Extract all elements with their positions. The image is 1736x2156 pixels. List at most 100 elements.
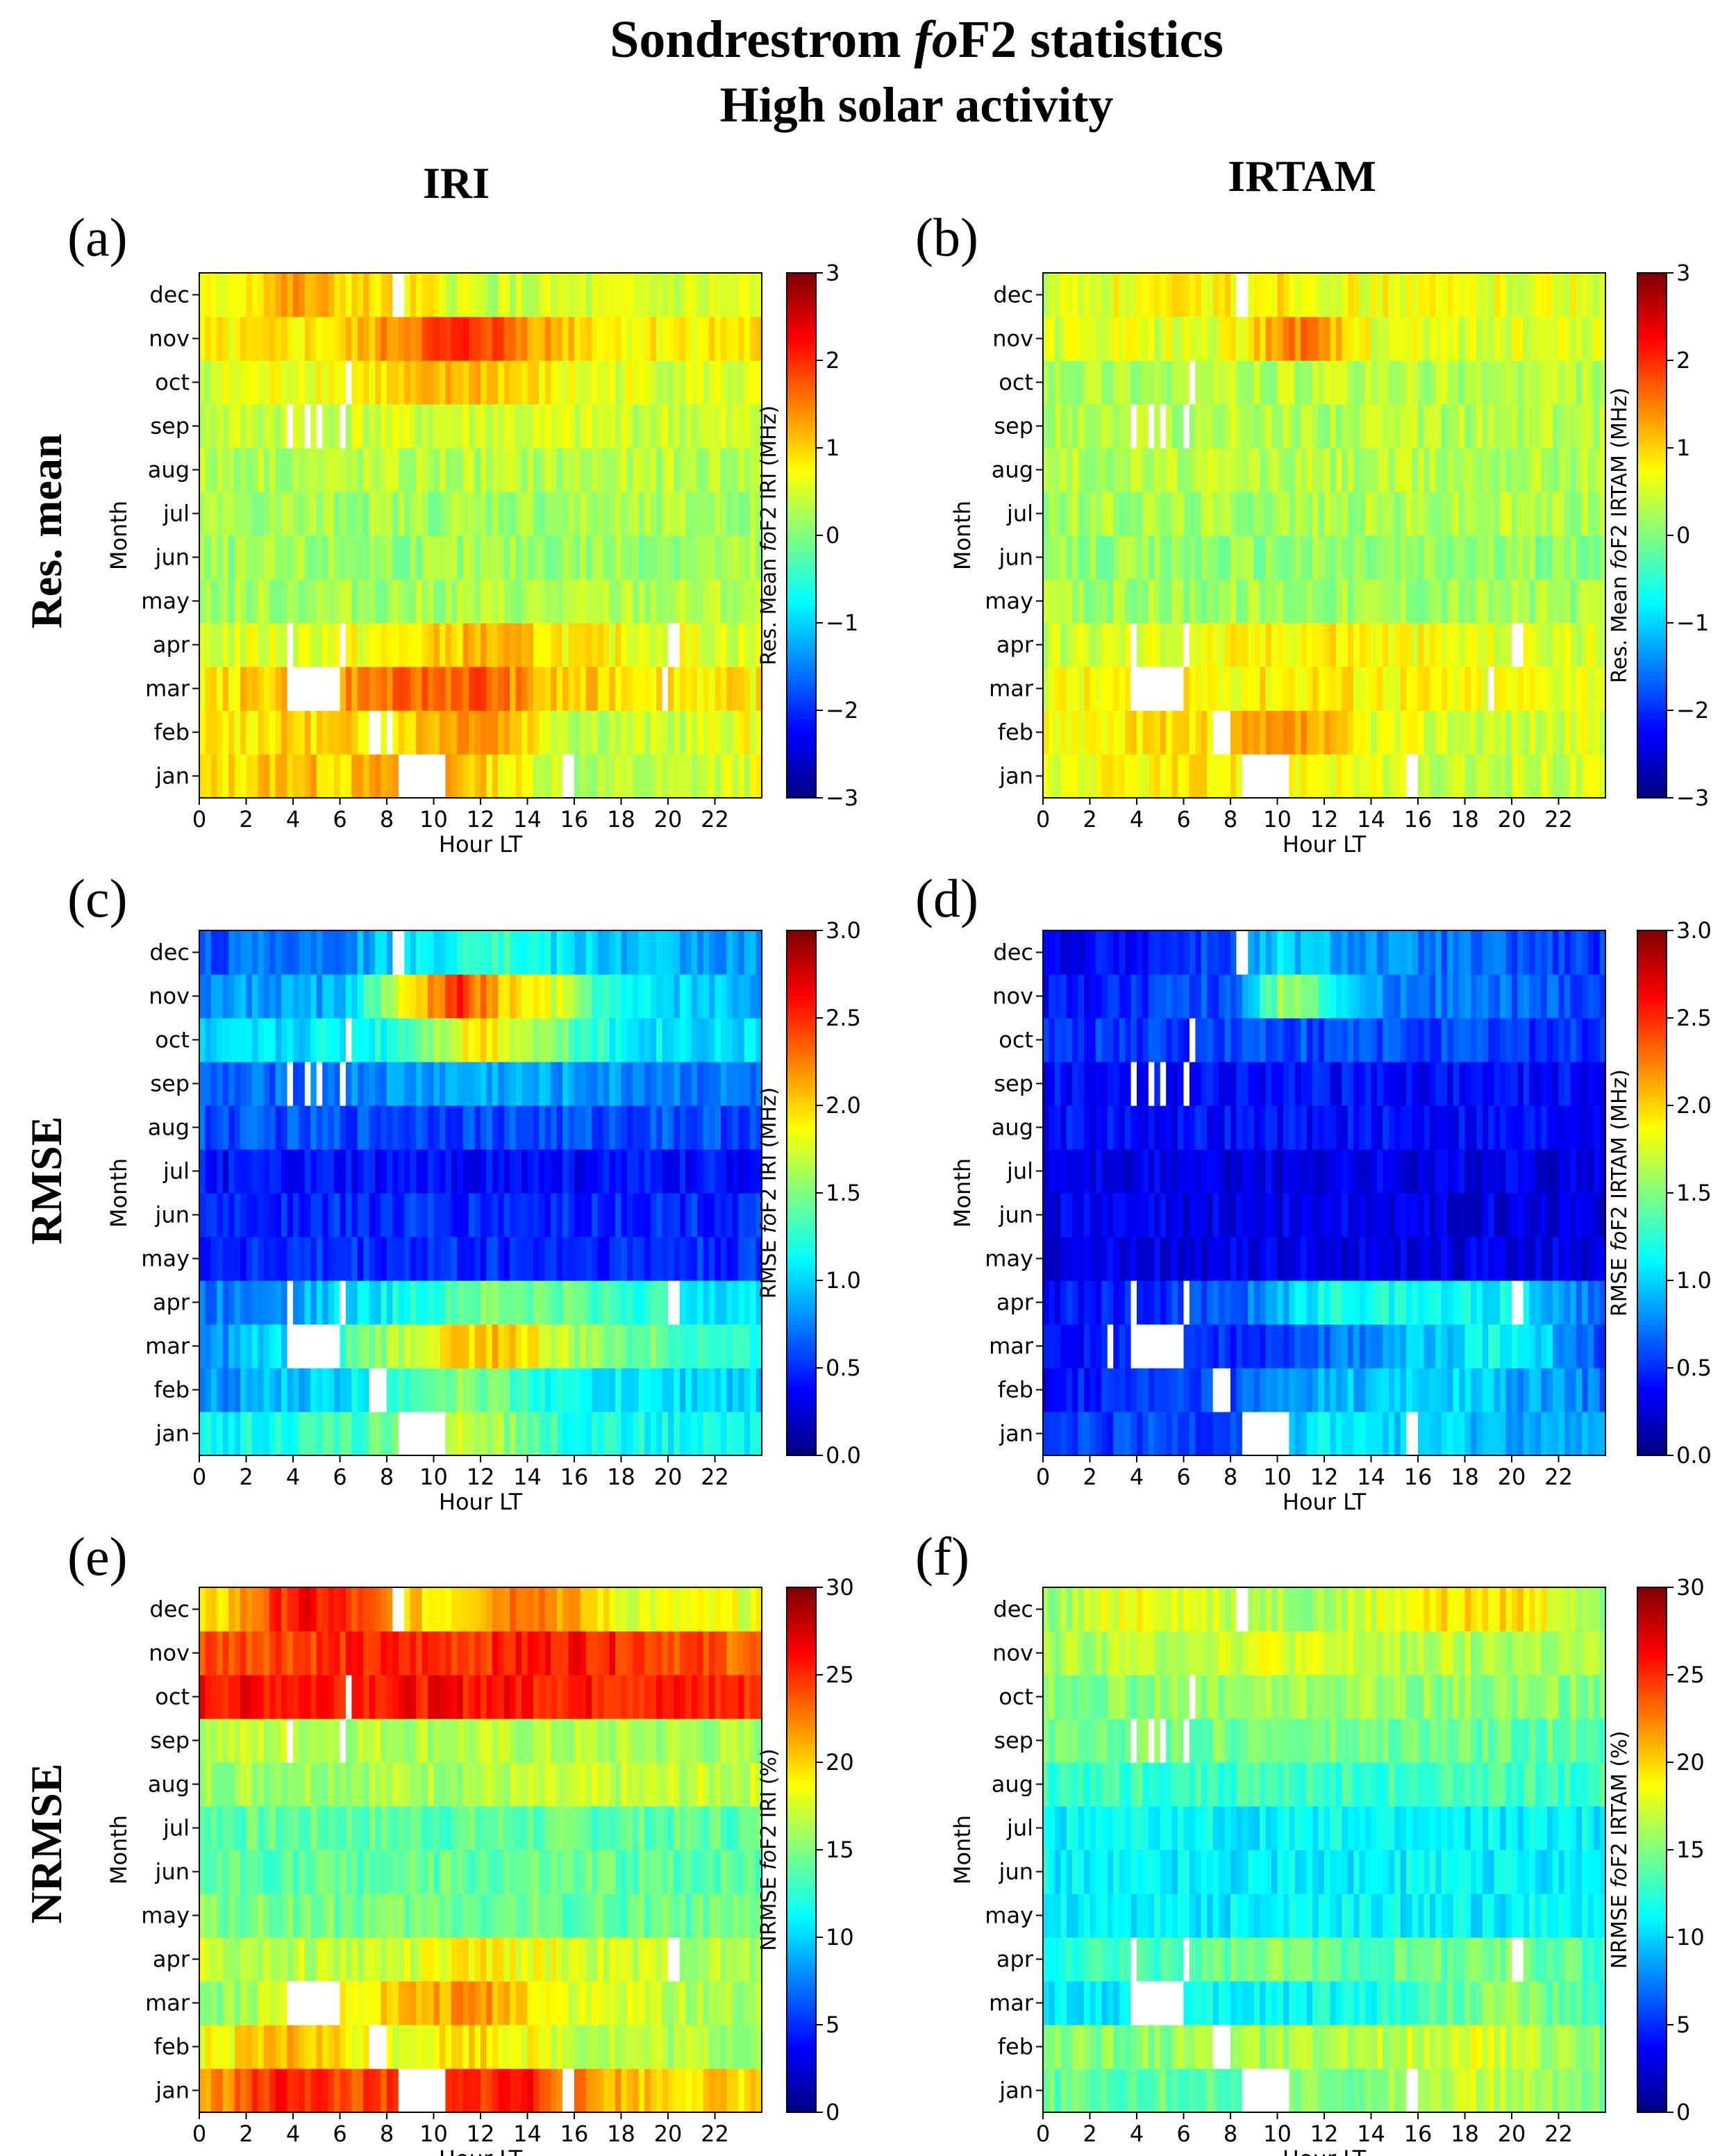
heatmap-cell <box>258 1280 265 1325</box>
heatmap-cell <box>732 623 739 667</box>
heatmap-cell <box>1406 404 1413 449</box>
heatmap-cell <box>462 1062 469 1106</box>
heatmap-cell <box>1517 1237 1524 1281</box>
heatmap-cell <box>1435 317 1442 361</box>
x-tick-label: 2 <box>239 806 253 833</box>
colorbar-segment <box>787 749 816 755</box>
heatmap-cell <box>756 623 762 667</box>
heatmap-cell <box>1406 1237 1413 1281</box>
heatmap-cell <box>1060 1368 1067 1412</box>
heatmap-cell <box>556 579 563 624</box>
heatmap-cell <box>1107 492 1114 536</box>
heatmap-cell <box>674 317 681 361</box>
heatmap-cell <box>1248 317 1255 361</box>
heatmap-cell <box>1049 360 1055 405</box>
heatmap-cell <box>1189 1062 1196 1106</box>
heatmap-cell <box>492 317 499 361</box>
colorbar-segment <box>1637 465 1667 471</box>
heatmap-cell <box>726 448 733 492</box>
heatmap-cell <box>322 273 329 317</box>
heatmap-cell <box>1201 317 1208 361</box>
heatmap-cell <box>469 317 476 361</box>
heatmap-cell <box>1277 667 1284 711</box>
heatmap-cell <box>539 1018 546 1062</box>
heatmap-cell <box>381 404 387 449</box>
heatmap-cell <box>609 1062 616 1106</box>
heatmap-cell <box>251 492 258 536</box>
heatmap-cell <box>251 1237 258 1281</box>
heatmap-cell <box>1494 667 1501 711</box>
heatmap-cell <box>1230 360 1237 405</box>
heatmap-cell <box>498 1368 505 1412</box>
heatmap-cell <box>685 492 692 536</box>
heatmap-cell <box>1365 360 1372 405</box>
heatmap-cell <box>1418 1105 1425 1150</box>
heatmap-cell <box>1178 1368 1185 1412</box>
heatmap-cell <box>1388 667 1395 711</box>
heatmap-cell <box>1072 1105 1079 1150</box>
heatmap-cell <box>1054 1193 1061 1237</box>
heatmap-cell <box>469 1149 476 1194</box>
heatmap-cell <box>1347 710 1354 755</box>
colorbar-label: Res. Mean foF2 IRTAM (MHz) <box>1608 387 1632 683</box>
colorbar-segment <box>1637 517 1667 523</box>
heatmap-cell <box>205 710 212 755</box>
heatmap-cell <box>1564 360 1571 405</box>
heatmap-cell <box>756 754 762 799</box>
heatmap-cell <box>556 667 563 711</box>
heatmap-cell <box>1553 273 1560 317</box>
heatmap-cell <box>1212 754 1219 799</box>
colorbar-segment <box>787 943 816 949</box>
heatmap-cell <box>375 448 382 492</box>
heatmap-cell <box>1347 1324 1354 1369</box>
heatmap-cell <box>592 317 599 361</box>
heatmap-cell <box>258 360 265 405</box>
colorbar-segment <box>787 1407 816 1412</box>
heatmap-cell <box>568 1280 575 1325</box>
heatmap-cell <box>1060 1149 1067 1194</box>
heatmap-cell <box>1546 1062 1553 1106</box>
heatmap-cell <box>492 535 499 580</box>
colorbar-segment <box>787 334 816 340</box>
heatmap-cell <box>1335 1062 1342 1106</box>
colorbar-segment <box>787 373 816 378</box>
heatmap-cell <box>210 535 217 580</box>
heatmap-cell <box>1142 1193 1149 1237</box>
heatmap-cell <box>1060 1193 1067 1237</box>
heatmap-cell <box>1242 667 1249 711</box>
heatmap-cell <box>1207 1368 1214 1412</box>
heatmap-cell <box>1230 623 1237 667</box>
heatmap-cell <box>1570 1280 1577 1325</box>
heatmap-cell <box>685 1105 692 1150</box>
heatmap-cell <box>1207 1412 1214 1456</box>
heatmap-cell <box>1242 1149 1249 1194</box>
heatmap-cell <box>720 448 727 492</box>
heatmap-cell <box>674 754 681 799</box>
heatmap-cell <box>281 930 288 975</box>
heatmap-cell <box>750 754 757 799</box>
heatmap-cell <box>1072 623 1079 667</box>
heatmap-cell <box>1383 360 1389 405</box>
heatmap-cell <box>1447 492 1454 536</box>
heatmap-cell <box>668 710 675 755</box>
heatmap-cell <box>615 1280 622 1325</box>
heatmap-cell <box>322 404 329 449</box>
heatmap-cell <box>1277 1149 1284 1194</box>
heatmap-cell <box>1148 360 1155 405</box>
heatmap-cell <box>715 317 721 361</box>
heatmap-cell <box>1529 273 1536 317</box>
heatmap-cell <box>275 448 282 492</box>
heatmap-cell <box>1125 1412 1132 1456</box>
heatmap-cell <box>1178 273 1185 317</box>
heatmap-cell <box>293 317 300 361</box>
heatmap-cell <box>1260 1105 1267 1150</box>
heatmap-cell <box>1476 404 1483 449</box>
heatmap-cell <box>263 1105 270 1150</box>
heatmap-cell <box>650 1412 657 1456</box>
heatmap-cell <box>210 710 217 755</box>
heatmap-cell <box>674 710 681 755</box>
heatmap-cell <box>492 1324 499 1369</box>
heatmap-cell <box>1154 754 1161 799</box>
heatmap-cell <box>269 754 276 799</box>
heatmap-cell <box>1335 317 1342 361</box>
